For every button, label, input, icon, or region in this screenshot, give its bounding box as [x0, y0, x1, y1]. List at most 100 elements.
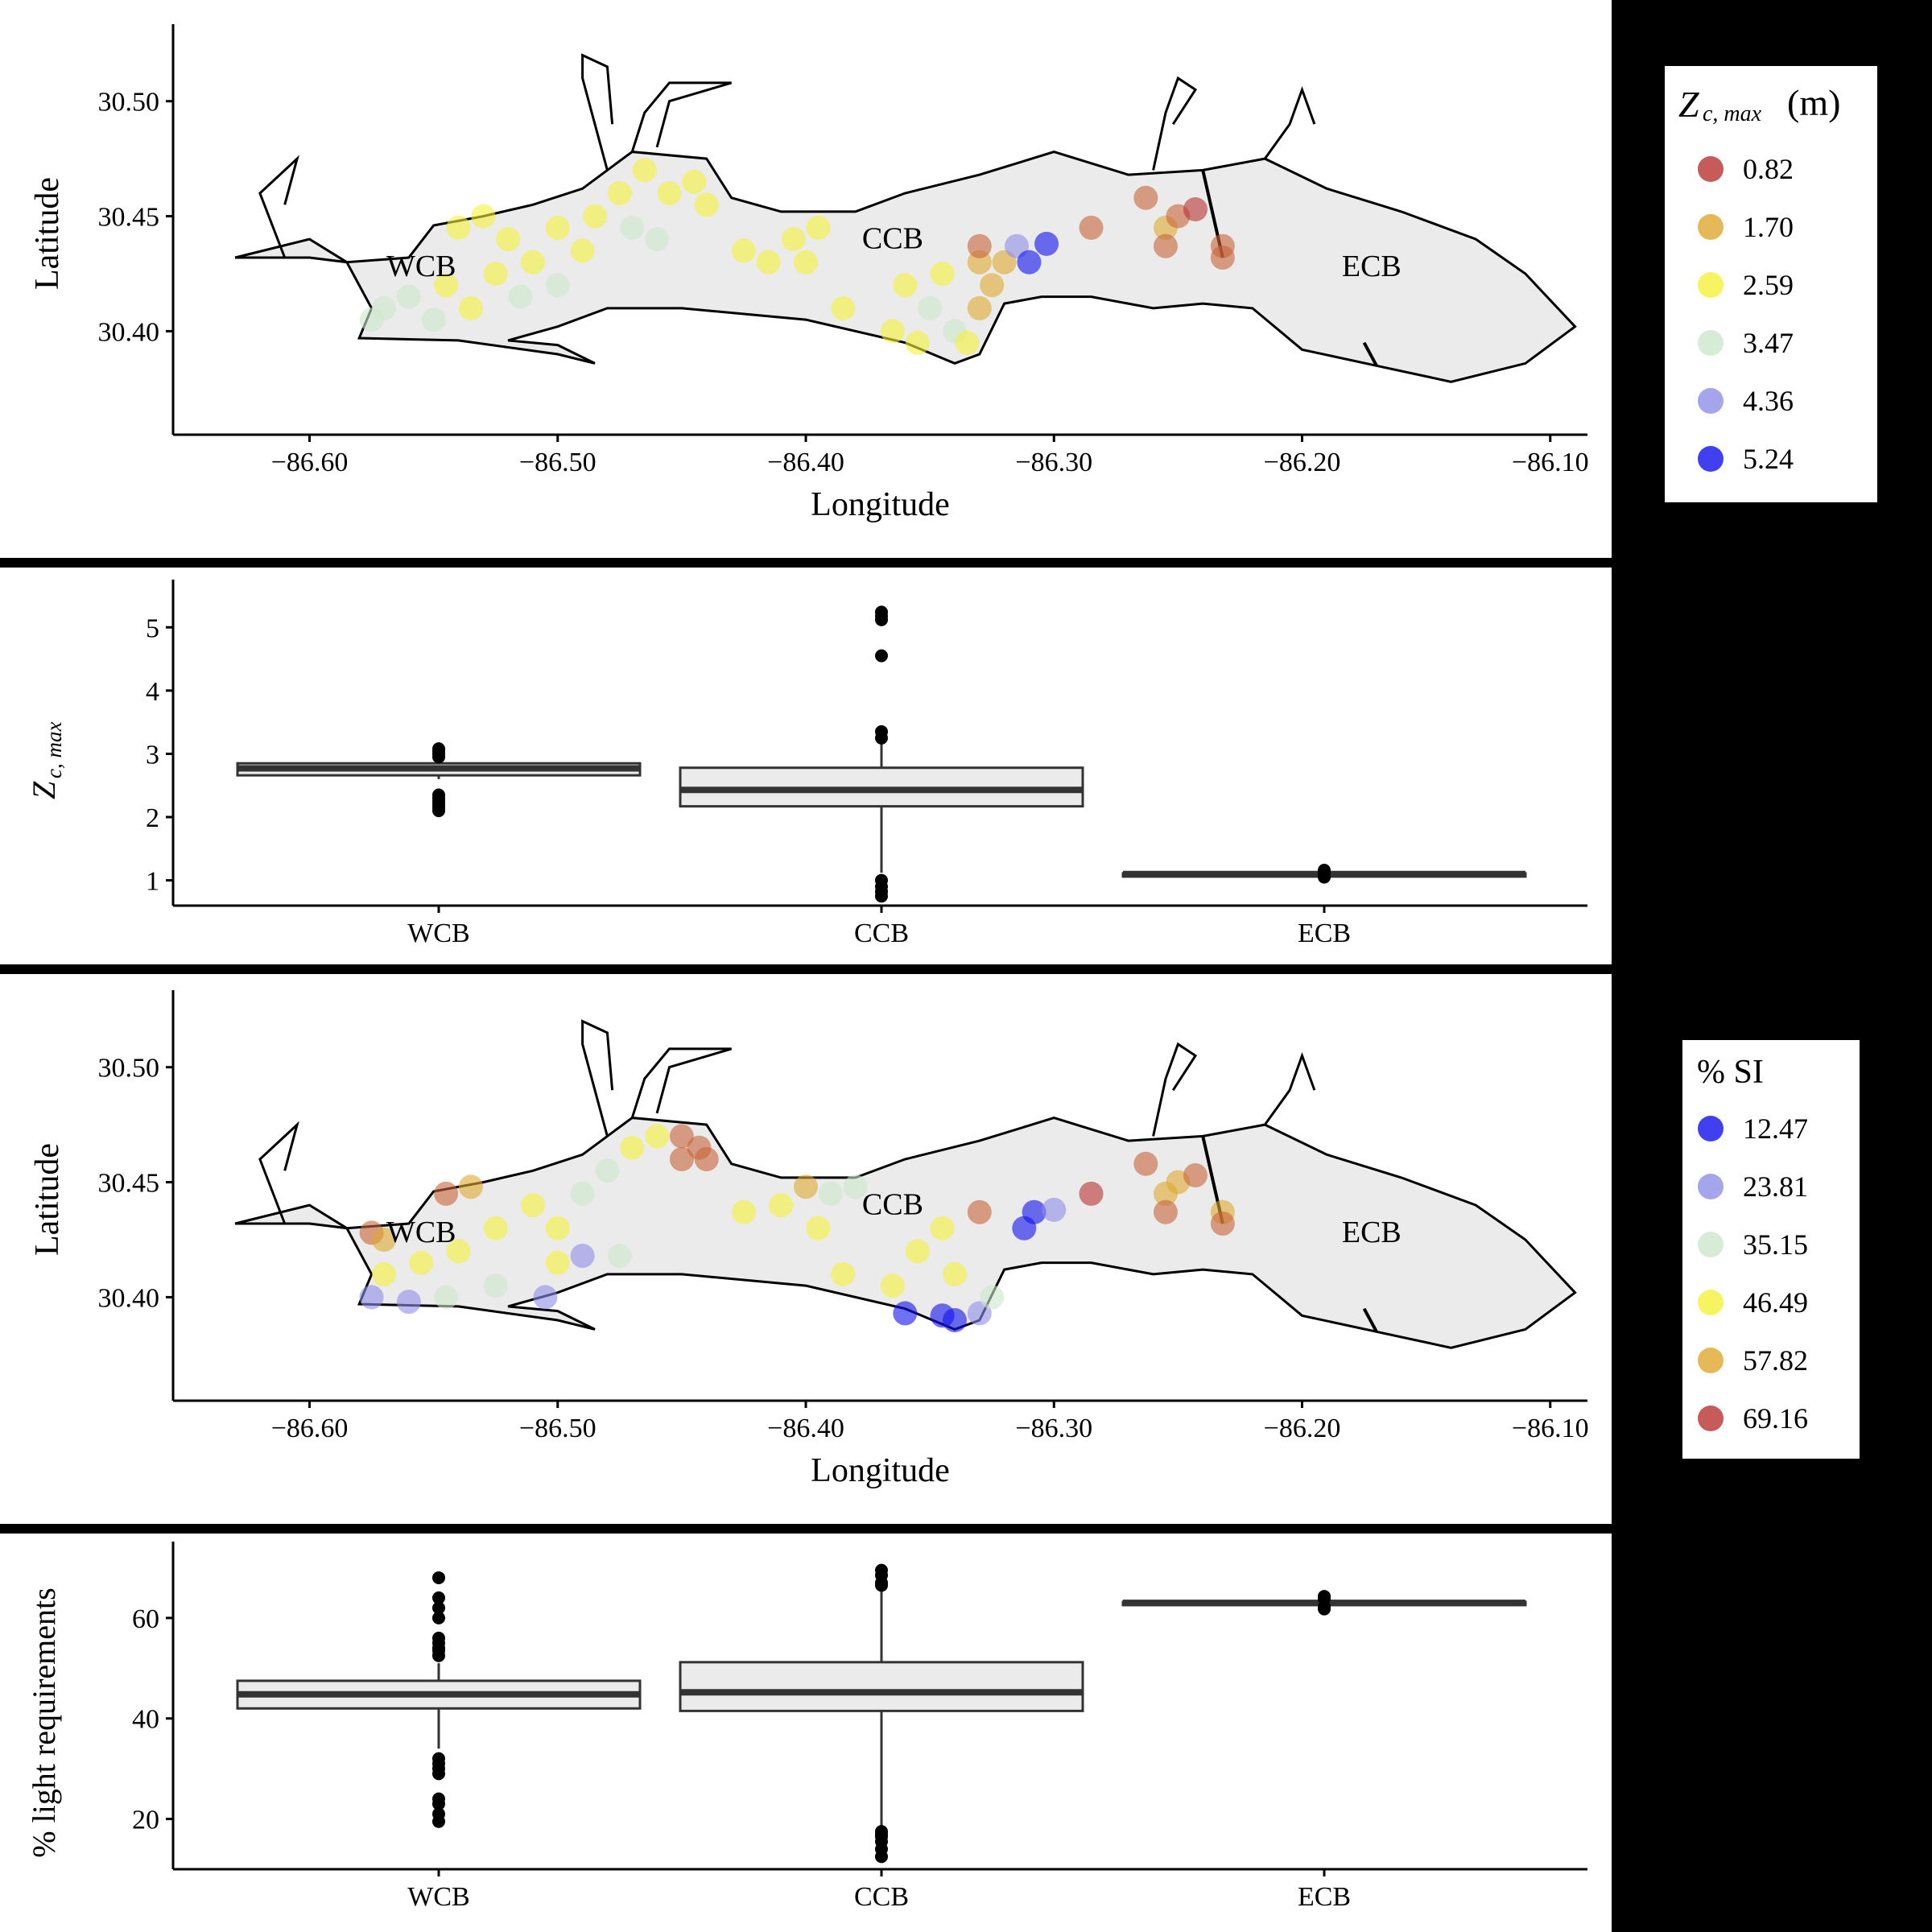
data-point — [372, 1261, 397, 1286]
data-point — [1017, 250, 1042, 275]
data-point — [570, 1244, 595, 1268]
legend-swatch — [1698, 330, 1724, 356]
box-outlier — [1318, 864, 1331, 877]
box-outlier — [432, 1752, 445, 1765]
y-tick-label: 30.50 — [98, 88, 160, 118]
legend-swatch — [1698, 214, 1724, 240]
x-axis-title: Longitude — [811, 486, 950, 523]
legend-label: 57.82 — [1743, 1344, 1808, 1377]
y-axis-title: % light requirements — [26, 1587, 62, 1857]
data-point — [1153, 233, 1178, 258]
bayou-outline — [258, 1121, 299, 1224]
x-tick-label: −86.50 — [519, 448, 597, 477]
region-label: ECB — [1342, 1216, 1402, 1249]
data-point — [1079, 1181, 1104, 1206]
x-tick-label: −86.40 — [767, 1414, 844, 1443]
x-tick-label: −86.40 — [767, 448, 844, 477]
data-point — [980, 1285, 1005, 1310]
box-outlier — [432, 1631, 445, 1645]
data-point — [1042, 1197, 1067, 1222]
x-axis-title: Longitude — [811, 1452, 950, 1489]
data-point — [731, 238, 756, 263]
legend-swatch — [1698, 1232, 1724, 1257]
data-point — [545, 273, 570, 298]
y-tick-label: 5 — [146, 613, 159, 643]
box-outlier — [432, 742, 445, 756]
x-tick-label: −86.60 — [271, 1414, 349, 1443]
legend-zcmax: Z c, max (m) 0.82 1.70 2.59 3.47 4.36 5.24 — [1665, 66, 1877, 502]
legend-label: 46.49 — [1743, 1286, 1808, 1319]
data-point — [1153, 1199, 1178, 1224]
x-tick-label: WCB — [407, 919, 469, 948]
legend-swatch — [1698, 1174, 1724, 1199]
data-point — [434, 1181, 459, 1206]
legend-label: 35.15 — [1743, 1228, 1808, 1261]
y-tick-label: 30.45 — [98, 1169, 160, 1199]
box-outlier — [432, 1571, 445, 1584]
data-point — [669, 1147, 694, 1171]
box-outlier — [432, 1807, 445, 1821]
data-point — [434, 1285, 459, 1310]
data-point — [496, 227, 521, 252]
bayou-outline — [1152, 76, 1198, 171]
bay-outline — [234, 151, 1577, 383]
legend-swatch — [1698, 446, 1724, 472]
x-tick-label: WCB — [407, 1882, 469, 1912]
data-point — [1022, 1199, 1046, 1224]
data-point — [545, 1216, 570, 1241]
bayou-outline — [630, 81, 733, 153]
map-panel-zcmax: WCB CCB ECB −86.60 −86.50 −86.40 −86.30 −86.20… — [29, 24, 1589, 523]
data-point — [620, 1135, 645, 1160]
data-point — [607, 181, 632, 205]
legend-label: 12.47 — [1743, 1113, 1808, 1145]
legend-label: 3.47 — [1743, 327, 1794, 359]
y-tick-label: 60 — [132, 1604, 159, 1634]
data-point — [905, 330, 930, 355]
data-point — [731, 1199, 756, 1224]
data-point — [930, 1216, 955, 1241]
box-outlier — [875, 649, 888, 663]
region-label: CCB — [862, 222, 923, 256]
y-axis-title-subscript: c, max — [42, 722, 66, 778]
box-outlier — [432, 1591, 445, 1604]
data-point — [396, 1290, 421, 1315]
legend-swatch — [1698, 272, 1724, 298]
data-point — [645, 227, 670, 252]
x-tick-label: −86.60 — [271, 448, 349, 477]
y-axis-title: Z c, max — [26, 722, 66, 799]
legend-label: 0.82 — [1743, 153, 1794, 185]
bayou-outline — [581, 53, 614, 171]
data-point — [446, 1239, 471, 1264]
data-point — [570, 238, 595, 263]
panel-separator — [0, 558, 1932, 568]
data-point — [794, 1174, 819, 1199]
x-tick-label: ECB — [1298, 1882, 1351, 1912]
bayou-outline — [581, 1019, 614, 1137]
y-axis-title-symbol: Z — [26, 781, 62, 799]
region-label: CCB — [862, 1188, 923, 1222]
box-outlier — [875, 1825, 888, 1839]
data-point — [955, 330, 980, 355]
region-divider — [1362, 1307, 1378, 1333]
legend-swatch — [1698, 388, 1724, 414]
legend-title-symbol: Z — [1678, 84, 1699, 125]
legend-label: 4.36 — [1743, 385, 1794, 417]
box-outlier — [432, 1611, 445, 1624]
bay-outline — [234, 1117, 1577, 1349]
x-tick-label: CCB — [854, 1882, 909, 1912]
x-tick-label: ECB — [1298, 919, 1351, 948]
data-point — [806, 1216, 831, 1241]
region-label: WCB — [386, 250, 456, 283]
data-point — [446, 215, 471, 240]
legend-label: 1.70 — [1743, 211, 1794, 243]
legend-label: 69.16 — [1743, 1402, 1808, 1435]
data-point — [595, 1158, 620, 1183]
y-tick-label: 2 — [146, 803, 159, 833]
legend-swatch — [1698, 1290, 1724, 1315]
data-point — [359, 1285, 384, 1310]
bayou-outline — [1264, 1051, 1316, 1125]
box-body — [679, 1661, 1084, 1712]
data-point — [682, 169, 707, 194]
box-outlier — [875, 605, 888, 619]
data-point — [657, 181, 682, 205]
